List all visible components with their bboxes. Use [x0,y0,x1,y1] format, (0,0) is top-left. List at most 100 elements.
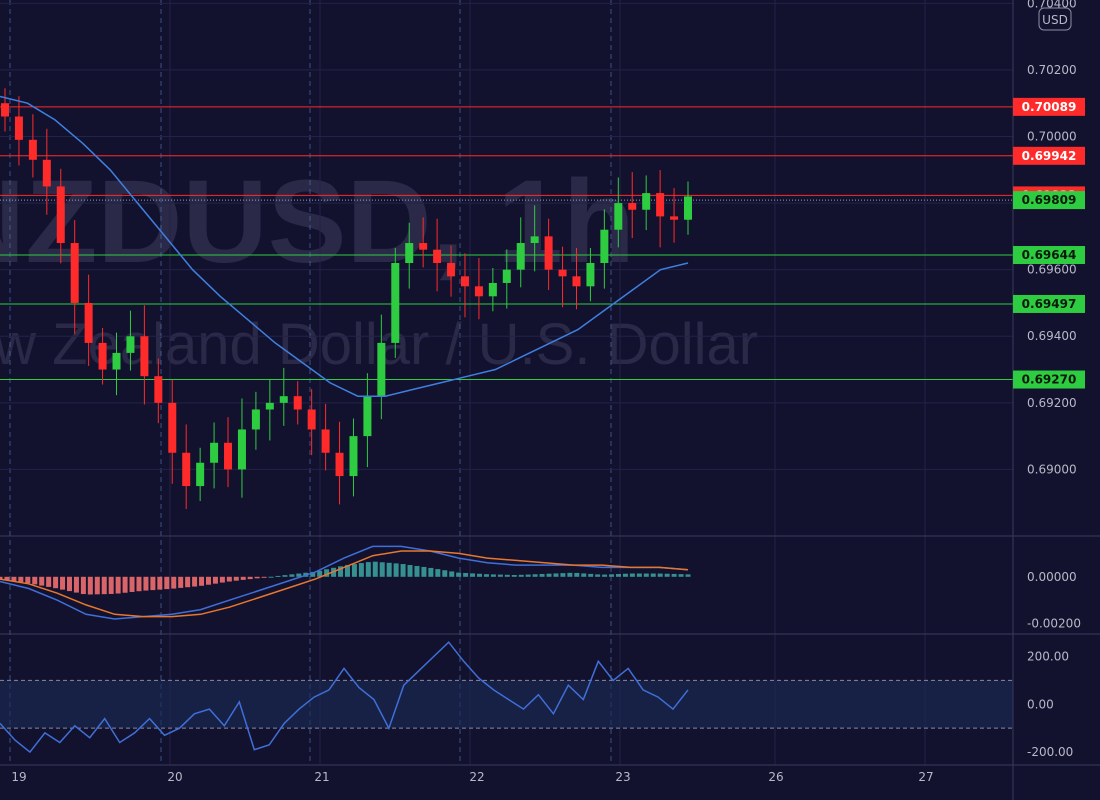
candle-body [572,276,581,287]
macd-histogram-bar [407,565,413,577]
candle-body [684,196,692,220]
candle-body [363,396,372,437]
macd-histogram-bar [317,570,323,577]
macd-histogram-bar [11,576,17,582]
candle-body [265,402,274,410]
grid-lines [0,0,1013,765]
macd-histogram-bar [338,566,344,577]
candle-body [56,186,65,244]
macd-histogram-bar [428,567,434,577]
macd-histogram-bar [609,574,615,577]
price-tag-label: 0.70089 [1022,100,1077,114]
time-tick-label: 21 [314,770,329,784]
price-tag-label: 0.69270 [1022,373,1077,387]
price-levels [0,106,1013,381]
macd-histogram-bar [421,566,427,577]
macd-histogram-bar [581,573,587,577]
macd-histogram-bar [289,574,295,577]
price-tag-support [1013,246,1085,265]
macd-histogram-bar [129,576,135,592]
macd-histogram-bar [136,576,142,592]
macd-histogram-bar [629,573,635,577]
macd-histogram-bar [18,576,24,583]
price-axis: 0.70400 0.70200 0.70000 0.69600 0.69400 0.692… [1027,0,1081,759]
time-axis: 19 20 21 22 23 26 27 [11,770,933,784]
candle-body [279,396,288,403]
price-tag-label: 0.69809 [1022,193,1077,207]
macd-histogram-bar [449,571,455,577]
candle-body [251,409,260,430]
price-tag-label: 0.69497 [1022,297,1077,311]
candle-body [126,336,135,353]
macd-histogram-bar [87,576,93,595]
macd-histogram-bar [532,574,538,577]
macd-histogram-bar [490,574,496,577]
macd-histogram-bar [199,576,205,586]
candle-body [530,236,539,244]
candle-body [84,302,93,343]
time-tick-label: 26 [768,770,783,784]
candle-body [474,286,483,297]
macd-histogram-bar [379,562,385,577]
candle-body [447,263,456,277]
macd-histogram-bar [60,576,66,590]
time-tick-label: 20 [167,770,182,784]
macd-histogram-bar [310,571,316,577]
macd-histogram-bar [94,576,100,595]
macd-histogram-bar [192,576,198,587]
candle-body [14,116,23,140]
currency-badge[interactable] [1038,7,1072,31]
macd-histogram-bar [456,572,462,577]
macd-histogram-bar [393,563,399,577]
macd-histogram-bar [678,574,684,577]
candle-body [433,249,442,264]
price-tag-resistance [1013,97,1085,116]
macd-histogram-bar [539,573,545,577]
macd-histogram-bar [171,576,177,589]
candle-body [307,409,316,430]
candle-body [224,442,233,470]
time-tick-label: 27 [918,770,933,784]
macd-histogram-bar [511,574,517,577]
moving-average [0,95,689,397]
macd-histogram-bar [546,573,552,577]
macd-histogram-bar [518,574,524,577]
macd-histogram-bar [657,573,663,577]
price-tag-support [1013,370,1085,389]
candle-body [237,429,246,470]
macd-histogram-bar [157,576,163,590]
candle-body [628,203,637,210]
cci-band [0,680,1013,729]
macd-histogram-bar [616,574,622,577]
candle-body [168,402,177,453]
candle-body [42,159,51,187]
macd-histogram-bar [226,576,232,582]
candle-body [502,269,511,283]
macd-histogram-bar [372,561,378,577]
price-tag-label: 0.69942 [1022,149,1077,163]
macd-histogram-bar [685,574,691,577]
candle-body [154,376,163,403]
macd-histogram-bar [636,573,642,577]
macd-histogram-bar [622,573,628,577]
macd-histogram-bar [53,576,59,589]
macd-histogram-bar [240,576,246,580]
candle-body [544,236,553,270]
candle-body [182,452,191,487]
macd-histogram-bar [164,576,170,590]
macd-histogram-bar [595,574,601,577]
macd-histogram-bar [588,573,594,577]
macd-histogram-bar [574,572,580,577]
macd-histogram-bar [73,576,79,593]
candle-body [112,352,121,370]
candle-body [98,342,107,370]
ma-line [0,95,689,397]
cci-tick-label: -200.00 [1027,745,1073,759]
macd-histogram-bar [0,576,3,580]
candle-body [210,442,219,463]
macd-histogram-bar [233,576,239,581]
macd-histogram-bar [261,576,267,578]
price-tags: 0.700890.699420.698230.698090.696440.694… [1013,97,1085,389]
cci-panel [0,641,1013,754]
